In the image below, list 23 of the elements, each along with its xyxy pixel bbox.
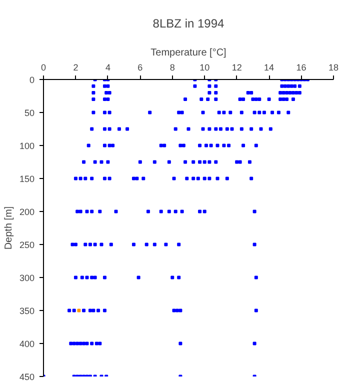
y-axis-title: Depth [m] [3,206,14,250]
x-tick-label: 4 [105,62,110,72]
y-tick-label: 450 [19,372,35,382]
y-tick-label: 50 [24,108,35,118]
x-tick-label: 12 [232,62,242,72]
y-tick-label: 350 [19,306,35,316]
y-tick-label: 250 [19,240,35,250]
y-tick-label: 400 [19,339,35,349]
y-tick-label: 0 [29,75,35,85]
x-tick-label: 8 [170,62,175,72]
y-tick-label: 300 [19,273,35,283]
y-tick-label: 150 [19,174,35,184]
chart-title: 8LBZ in 1994 [152,16,225,30]
x-tick-label: 14 [264,62,274,72]
x-tick-label: 10 [200,62,210,72]
x-axis-title: Temperature [°C] [150,48,227,58]
y-tick-label: 200 [19,207,35,217]
x-tick-label: 6 [138,62,143,72]
x-tick-label: 0 [40,62,46,72]
x-tick-label: 18 [328,62,339,72]
x-tick-label: 2 [73,62,78,72]
x-tick-label: 16 [296,62,306,72]
y-tick-label: 100 [19,141,35,151]
